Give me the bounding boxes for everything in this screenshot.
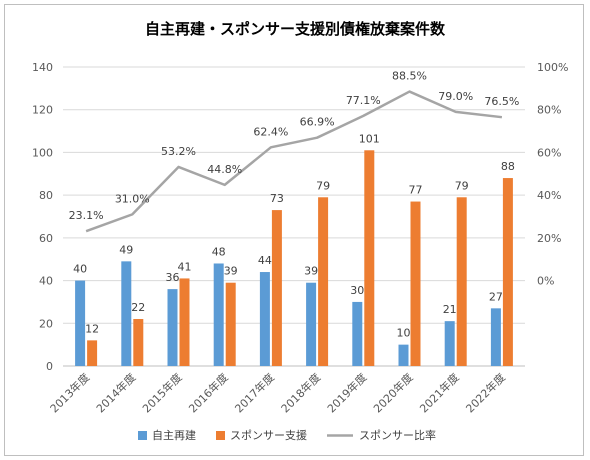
y-right-tick-label: 60% <box>537 146 561 159</box>
y-right-tick-label: 100% <box>537 61 568 74</box>
data-label-ratio: 88.5% <box>392 70 427 83</box>
y-left-tick-label: 100 <box>32 146 53 159</box>
bar-sponsor-shien <box>502 178 513 366</box>
y-right-tick-label: 80% <box>537 104 561 117</box>
x-tick-label: 2020年度 <box>370 370 415 415</box>
data-label-sponsor-shien: 22 <box>131 301 145 314</box>
bar-jishu-saiken <box>75 280 86 366</box>
bar-sponsor-shien <box>364 150 375 366</box>
ratio-line <box>85 90 503 233</box>
bar-jishu-saiken <box>306 282 317 366</box>
y-right-tick-label: 40% <box>537 189 561 202</box>
legend: 自主再建 スポンサー支援 スポンサー比率 <box>138 428 436 442</box>
bar-jishu-saiken <box>213 263 224 366</box>
bar-jishu-saiken <box>352 301 363 366</box>
x-tick-label: 2022年度 <box>463 370 508 415</box>
data-label-jishu-saiken: 40 <box>73 263 87 276</box>
chart-frame <box>4 4 584 456</box>
bar-jishu-saiken <box>121 261 132 366</box>
legend-swatch-sponsor-shien <box>216 431 225 440</box>
ratio-series-line <box>85 90 503 233</box>
data-label-jishu-saiken: 44 <box>258 254 272 267</box>
y-left-tick-label: 20 <box>39 317 53 330</box>
data-label-jishu-saiken: 36 <box>166 271 180 284</box>
data-label-jishu-saiken: 27 <box>489 290 503 303</box>
legend-label-jishu-saiken: 自主再建 <box>152 428 196 442</box>
bar-sponsor-shien <box>271 210 282 366</box>
bar-jishu-saiken <box>444 321 455 366</box>
data-label-sponsor-shien: 79 <box>316 179 330 192</box>
bar-sponsor-shien <box>87 340 98 366</box>
bar-sponsor-shien <box>133 319 144 366</box>
data-label-ratio: 66.9% <box>300 116 335 129</box>
bars <box>75 150 513 366</box>
x-tick-label: 2017年度 <box>232 370 277 415</box>
x-tick-label: 2019年度 <box>324 370 369 415</box>
bar-jishu-saiken <box>167 289 178 366</box>
x-tick-label: 2013年度 <box>47 370 92 415</box>
bar-jishu-saiken <box>490 308 501 366</box>
y-left-tick-label: 80 <box>39 189 53 202</box>
data-label-ratio: 53.2% <box>161 145 196 158</box>
bar-sponsor-shien <box>456 197 467 366</box>
data-label-sponsor-shien: 12 <box>85 322 99 335</box>
y-right-tick-label: 0% <box>537 275 554 288</box>
data-label-jishu-saiken: 39 <box>304 265 318 278</box>
y-left-tick-label: 120 <box>32 104 53 117</box>
data-label-jishu-saiken: 49 <box>119 243 133 256</box>
data-label-jishu-saiken: 30 <box>350 284 364 297</box>
bar-sponsor-shien <box>318 197 329 366</box>
data-label-sponsor-shien: 73 <box>270 192 284 205</box>
chart-title: 自主再建・スポンサー支援別債権放棄案件数 <box>145 20 446 38</box>
data-label-jishu-saiken: 21 <box>443 303 457 316</box>
x-tick-label: 2018年度 <box>278 370 323 415</box>
bar-sponsor-shien <box>225 282 236 366</box>
data-label-ratio: 79.0% <box>438 90 473 103</box>
x-tick-label: 2014年度 <box>93 370 138 415</box>
x-tick-label: 2021年度 <box>417 370 462 415</box>
data-label-ratio: 31.0% <box>115 192 150 205</box>
bar-sponsor-shien <box>179 278 190 366</box>
data-label-ratio: 77.1% <box>346 94 381 107</box>
legend-label-sponsor-shien: スポンサー支援 <box>230 428 307 442</box>
bar-sponsor-shien <box>410 201 421 366</box>
y-left-tick-label: 140 <box>32 61 53 74</box>
x-tick-label: 2016年度 <box>186 370 231 415</box>
x-tick-label: 2015年度 <box>139 370 184 415</box>
y-left-tick-label: 0 <box>46 360 53 373</box>
data-label-jishu-saiken: 10 <box>397 327 411 340</box>
data-label-ratio: 44.8% <box>207 163 242 176</box>
data-label-sponsor-shien: 41 <box>178 260 192 273</box>
y-left-tick-label: 40 <box>39 275 53 288</box>
y-right-tick-label: 20% <box>537 232 561 245</box>
data-label-ratio: 23.1% <box>69 209 104 222</box>
data-label-sponsor-shien: 77 <box>409 184 423 197</box>
data-label-sponsor-shien: 79 <box>455 179 469 192</box>
bar-jishu-saiken <box>398 344 409 366</box>
data-label-sponsor-shien: 88 <box>501 160 515 173</box>
y-left-tick-label: 60 <box>39 232 53 245</box>
data-label-ratio: 62.4% <box>253 125 288 138</box>
data-label-sponsor-shien: 101 <box>359 132 380 145</box>
bar-jishu-saiken <box>259 272 270 366</box>
data-label-jishu-saiken: 48 <box>212 245 226 258</box>
legend-label-sponsor-ratio: スポンサー比率 <box>359 428 436 442</box>
legend-swatch-jishu-saiken <box>138 431 147 440</box>
data-label-ratio: 76.5% <box>484 95 519 108</box>
data-label-sponsor-shien: 39 <box>224 265 238 278</box>
